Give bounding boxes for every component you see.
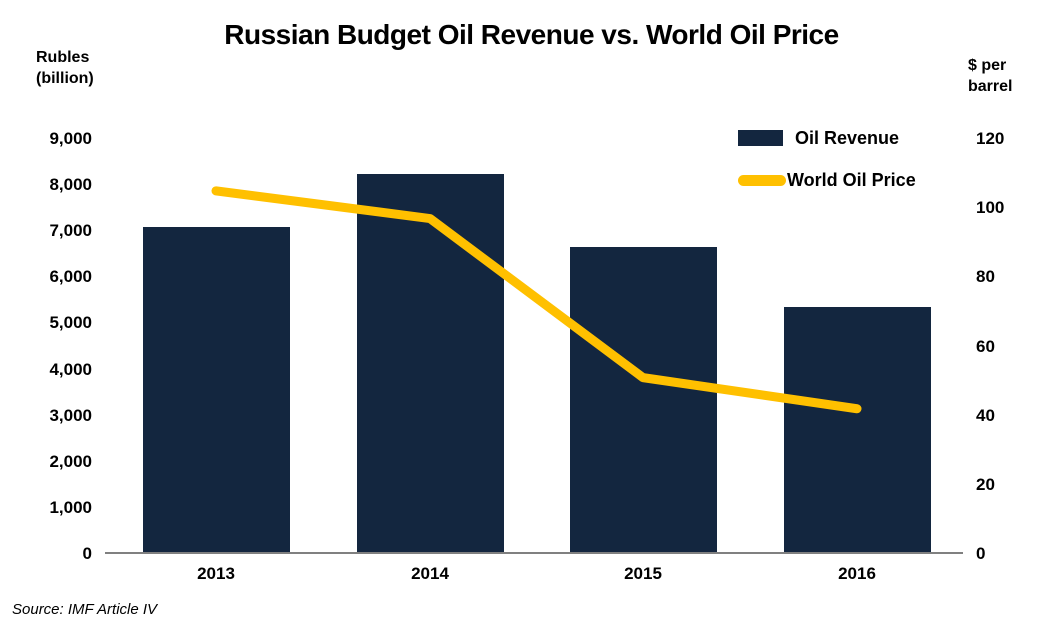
legend-label-oil-revenue: Oil Revenue: [795, 127, 900, 148]
left-tick-4,000: 4,000: [49, 359, 92, 379]
right-tick-60: 60: [976, 336, 995, 356]
right-tick-40: 40: [976, 405, 995, 425]
bar-2015: [569, 247, 717, 554]
left-tick-5,000: 5,000: [49, 313, 92, 333]
left-tick-3,000: 3,000: [49, 405, 92, 425]
right-tick-80: 80: [976, 267, 995, 287]
bar-2014: [356, 173, 504, 554]
bar-2013: [142, 226, 290, 554]
right-tick-100: 100: [976, 198, 1005, 218]
chart-title: Russian Budget Oil Revenue vs. World Oil…: [224, 19, 839, 50]
left-tick-0: 0: [82, 544, 92, 563]
left-tick-6,000: 6,000: [49, 267, 92, 287]
right-tick-0: 0: [976, 544, 986, 563]
left-tick-7,000: 7,000: [49, 221, 92, 241]
oil-revenue-swatch-icon: [738, 130, 783, 146]
x-tick-2013: 2013: [197, 564, 235, 583]
bar-2016: [783, 307, 931, 554]
x-tick-2014: 2014: [411, 564, 449, 583]
world-oil-price-swatch-icon: [738, 174, 786, 186]
right-tick-20: 20: [976, 474, 995, 494]
legend-item-world-oil-price: World Oil Price: [738, 169, 916, 191]
left-axis-unit-label: Rubles (billion): [36, 49, 94, 87]
left-tick-9,000: 9,000: [49, 129, 92, 148]
x-axis-line: [105, 552, 963, 554]
left-tick-1,000: 1,000: [49, 497, 92, 517]
right-axis-unit-label: $ per barrel: [968, 57, 1013, 95]
x-tick-2015: 2015: [624, 564, 662, 583]
legend-label-world-oil-price: World Oil Price: [787, 169, 916, 190]
left-tick-8,000: 8,000: [49, 175, 92, 195]
right-tick-120: 120: [976, 129, 1005, 148]
left-tick-2,000: 2,000: [49, 451, 92, 471]
x-tick-2016: 2016: [838, 564, 876, 583]
world-oil-price-line: [211, 186, 862, 414]
legend-item-oil-revenue: Oil Revenue: [738, 127, 916, 149]
legend: Oil Revenue World Oil Price: [738, 127, 916, 191]
source-note: Source: IMF Article IV: [12, 601, 158, 618]
